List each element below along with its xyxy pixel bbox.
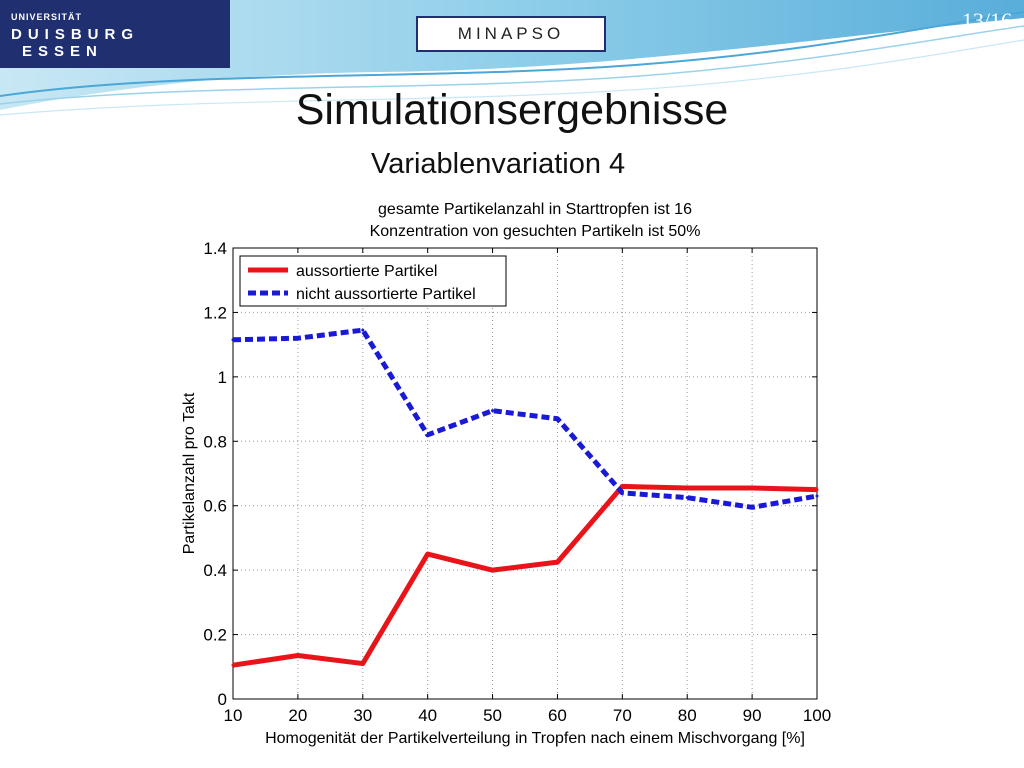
- x-tick-label: 60: [548, 706, 567, 725]
- x-tick-label: 80: [678, 706, 697, 725]
- line-chart: 10 20 30 40 50 60 70 80 90 100 0 0.2 0.4 0.6 0.8 1 1.2 1.…: [181, 201, 831, 747]
- plot-area: [233, 248, 817, 699]
- x-tick-label: 50: [483, 706, 502, 725]
- y-tick-label: 1: [218, 368, 227, 387]
- x-tick-label: 30: [353, 706, 372, 725]
- logo-line-3: ESSEN: [22, 43, 103, 60]
- legend-label: nicht aussortierte Partikel: [296, 286, 476, 303]
- header-wave-decoration: [0, 0, 1024, 116]
- data-point: [361, 328, 365, 332]
- y-tick-label: 0.8: [203, 432, 227, 451]
- data-point: [361, 662, 365, 666]
- data-point: [426, 552, 430, 556]
- project-badge: MINAPSO: [416, 16, 606, 52]
- data-point: [750, 505, 754, 509]
- series-line-unsorted: [232, 327, 818, 510]
- data-point: [491, 409, 495, 413]
- legend-label: aussortierte Partikel: [296, 263, 437, 280]
- y-tick-label: 0.2: [203, 626, 227, 645]
- slide-title: Simulationsergebnisse: [295, 86, 729, 134]
- y-tick-label: 0.4: [203, 561, 227, 580]
- data-point: [555, 417, 559, 421]
- y-tick-label: 1.2: [203, 303, 227, 322]
- logo-line-1: UNIVERSITÄT: [11, 12, 83, 22]
- y-tick-label: 0: [218, 690, 227, 709]
- slide-number: 13/16: [961, 8, 1012, 33]
- y-axis-label: Partikelanzahl pro Takt: [181, 392, 198, 554]
- y-tick-label: 1.4: [203, 239, 227, 258]
- data-point: [685, 486, 689, 490]
- x-tick-label: 20: [288, 706, 307, 725]
- data-point: [296, 654, 300, 658]
- chart-title: Konzentration von gesuchten Partikeln is…: [370, 223, 701, 240]
- university-logo: UNIVERSITÄT DUISBURG ESSEN: [0, 0, 230, 68]
- chart-title: gesamte Partikelanzahl in Starttropfen i…: [378, 201, 692, 218]
- x-tick-label: 70: [613, 706, 632, 725]
- x-tick-label: 10: [224, 706, 243, 725]
- data-point: [750, 486, 754, 490]
- data-point: [815, 488, 819, 492]
- data-point: [296, 336, 300, 340]
- data-point: [426, 433, 430, 437]
- data-point: [620, 491, 624, 495]
- series-line-sorted: [232, 483, 818, 668]
- data-point: [815, 494, 819, 498]
- x-tick-label: 90: [743, 706, 762, 725]
- data-point: [555, 560, 559, 564]
- data-point: [620, 484, 624, 488]
- x-tick-label: 100: [803, 706, 831, 725]
- y-tick-label: 0.6: [203, 497, 227, 516]
- legend-box: [239, 255, 507, 307]
- data-point: [231, 663, 235, 667]
- logo-line-2: DUISBURG: [11, 26, 140, 43]
- plot-frame: [232, 247, 818, 700]
- data-point: [231, 338, 235, 342]
- data-point: [685, 496, 689, 500]
- x-axis-label: Homogenität der Partikelverteilung in Tr…: [265, 730, 805, 747]
- data-point: [491, 568, 495, 572]
- x-tick-label: 40: [418, 706, 437, 725]
- slide-subtitle: Variablenvariation 4: [371, 148, 626, 180]
